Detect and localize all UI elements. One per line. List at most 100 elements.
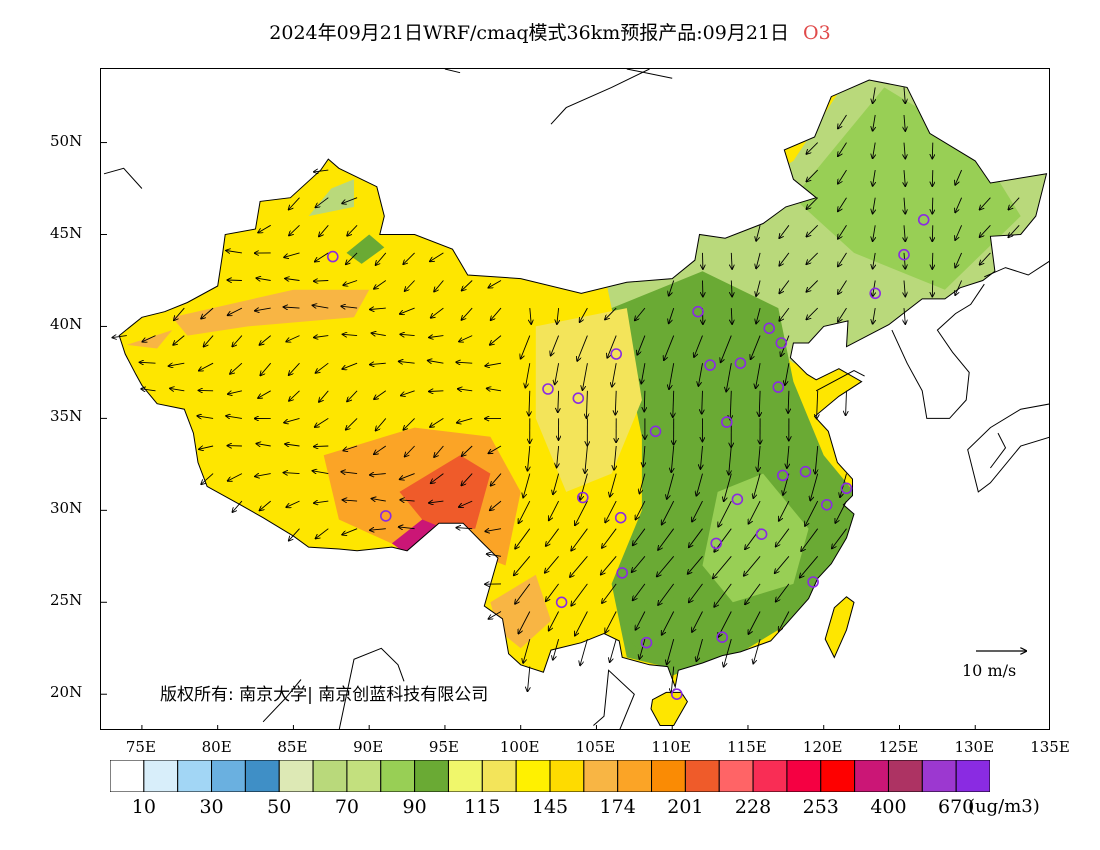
map-title: 2024年09月21日WRF/cmaq模式36km预报产品:09月21日 O3: [0, 18, 1100, 45]
station-marker: [869, 287, 882, 300]
station-marker: [649, 425, 662, 438]
legend-label: 400: [870, 796, 907, 818]
wind-arrow: [403, 418, 415, 429]
legend-swatch: [921, 760, 957, 792]
color-legend: [110, 760, 990, 792]
concentration-zone: [391, 519, 445, 555]
wind-arrow: [667, 638, 675, 664]
wind-arrow: [491, 473, 502, 486]
wind-arrow: [696, 638, 703, 661]
legend-swatch: [380, 760, 416, 792]
wind-arrow: [904, 252, 905, 269]
wind-arrow: [315, 418, 329, 427]
station-marker: [716, 631, 729, 644]
wind-arrow: [810, 473, 819, 501]
wind-arrow: [932, 225, 933, 241]
wind-arrow: [316, 362, 329, 373]
station-marker: [807, 576, 819, 588]
wind-arrow: [753, 638, 761, 663]
wind-arrow: [401, 390, 415, 396]
legend-swatch: [718, 760, 754, 792]
wind-arrow: [806, 142, 819, 154]
wind-arrow: [640, 473, 646, 494]
wind-arrow: [724, 473, 732, 502]
wind-arrow: [284, 307, 300, 308]
pollution-map: [101, 69, 1049, 729]
lon-label: 105E: [575, 738, 616, 756]
wind-arrow: [374, 445, 387, 454]
wind-arrow: [314, 170, 329, 172]
wind-arrow: [284, 473, 300, 474]
wind-arrow: [557, 308, 559, 324]
wind-arrow: [779, 307, 790, 321]
legend-swatch: [481, 760, 517, 792]
wind-arrow: [610, 473, 617, 497]
wind-arrow: [434, 445, 444, 457]
wind-arrow: [140, 362, 156, 363]
wind-arrow: [314, 281, 329, 282]
wind-arrow: [405, 280, 415, 292]
wind-arrow: [873, 87, 876, 103]
wind-arrow: [838, 225, 847, 239]
wind-arrow: [347, 224, 358, 236]
wind-arrow: [577, 335, 588, 361]
wind-arrow: [664, 335, 675, 361]
station-marker: [614, 511, 627, 524]
wind-arrow: [673, 390, 674, 417]
wind-arrow: [955, 225, 963, 240]
wind-arrow: [904, 170, 905, 186]
wind-arrow: [429, 391, 444, 392]
wind-arrow: [201, 307, 214, 319]
wind-arrow: [258, 390, 271, 398]
wind-arrow: [775, 556, 790, 573]
wind-arrow: [779, 611, 790, 632]
wind-arrow: [904, 142, 905, 159]
wind-arrow: [341, 306, 358, 308]
pollutant-species-label: O3: [803, 22, 831, 44]
wind-arrow: [314, 446, 329, 447]
wind-arrow: [689, 528, 703, 548]
wind-arrow: [756, 252, 761, 269]
legend-swatch: [617, 760, 653, 792]
concentration-zone: [626, 583, 718, 676]
wind-arrow: [372, 333, 386, 336]
wind-arrow: [342, 528, 358, 535]
wind-arrow: [605, 500, 617, 522]
wind-arrow: [226, 416, 242, 419]
wind-arrow: [806, 252, 819, 264]
wind-arrow: [657, 556, 675, 576]
wind-arrow: [932, 280, 933, 297]
wind-arrow: [530, 308, 531, 324]
legend-swatch: [854, 760, 889, 792]
wind-arrow: [729, 445, 732, 475]
wind-arrow: [756, 307, 761, 323]
wind-arrow: [639, 638, 646, 659]
station-marker: [555, 596, 568, 609]
legend-label: 145: [531, 796, 569, 818]
wind-arrow: [1008, 197, 1020, 210]
wind-arrow: [636, 500, 646, 519]
wind-arrow: [776, 528, 790, 547]
wind-arrow: [551, 335, 560, 356]
wind-arrow: [873, 197, 876, 214]
wind-arrow: [289, 390, 300, 401]
wind-arrow: [658, 528, 675, 550]
legend-swatch: [278, 760, 314, 792]
station-marker: [692, 305, 704, 318]
legend-swatch: [651, 760, 686, 792]
wind-arrow: [838, 307, 847, 322]
lon-label: 110E: [651, 738, 691, 756]
wind-arrow: [759, 390, 760, 416]
wind-arrow: [515, 528, 531, 549]
wind-arrow: [644, 390, 645, 412]
wind-arrow: [904, 308, 905, 324]
legend-label: 253: [802, 796, 839, 818]
wind-arrow: [607, 335, 617, 358]
station-marker: [542, 383, 554, 395]
wind-arrow: [612, 363, 617, 387]
lat-label: 20N: [50, 683, 83, 702]
legend-label: 30: [199, 796, 224, 818]
coastline: [103, 167, 143, 189]
wind-arrow: [838, 197, 847, 212]
wind-arrow: [580, 307, 588, 322]
